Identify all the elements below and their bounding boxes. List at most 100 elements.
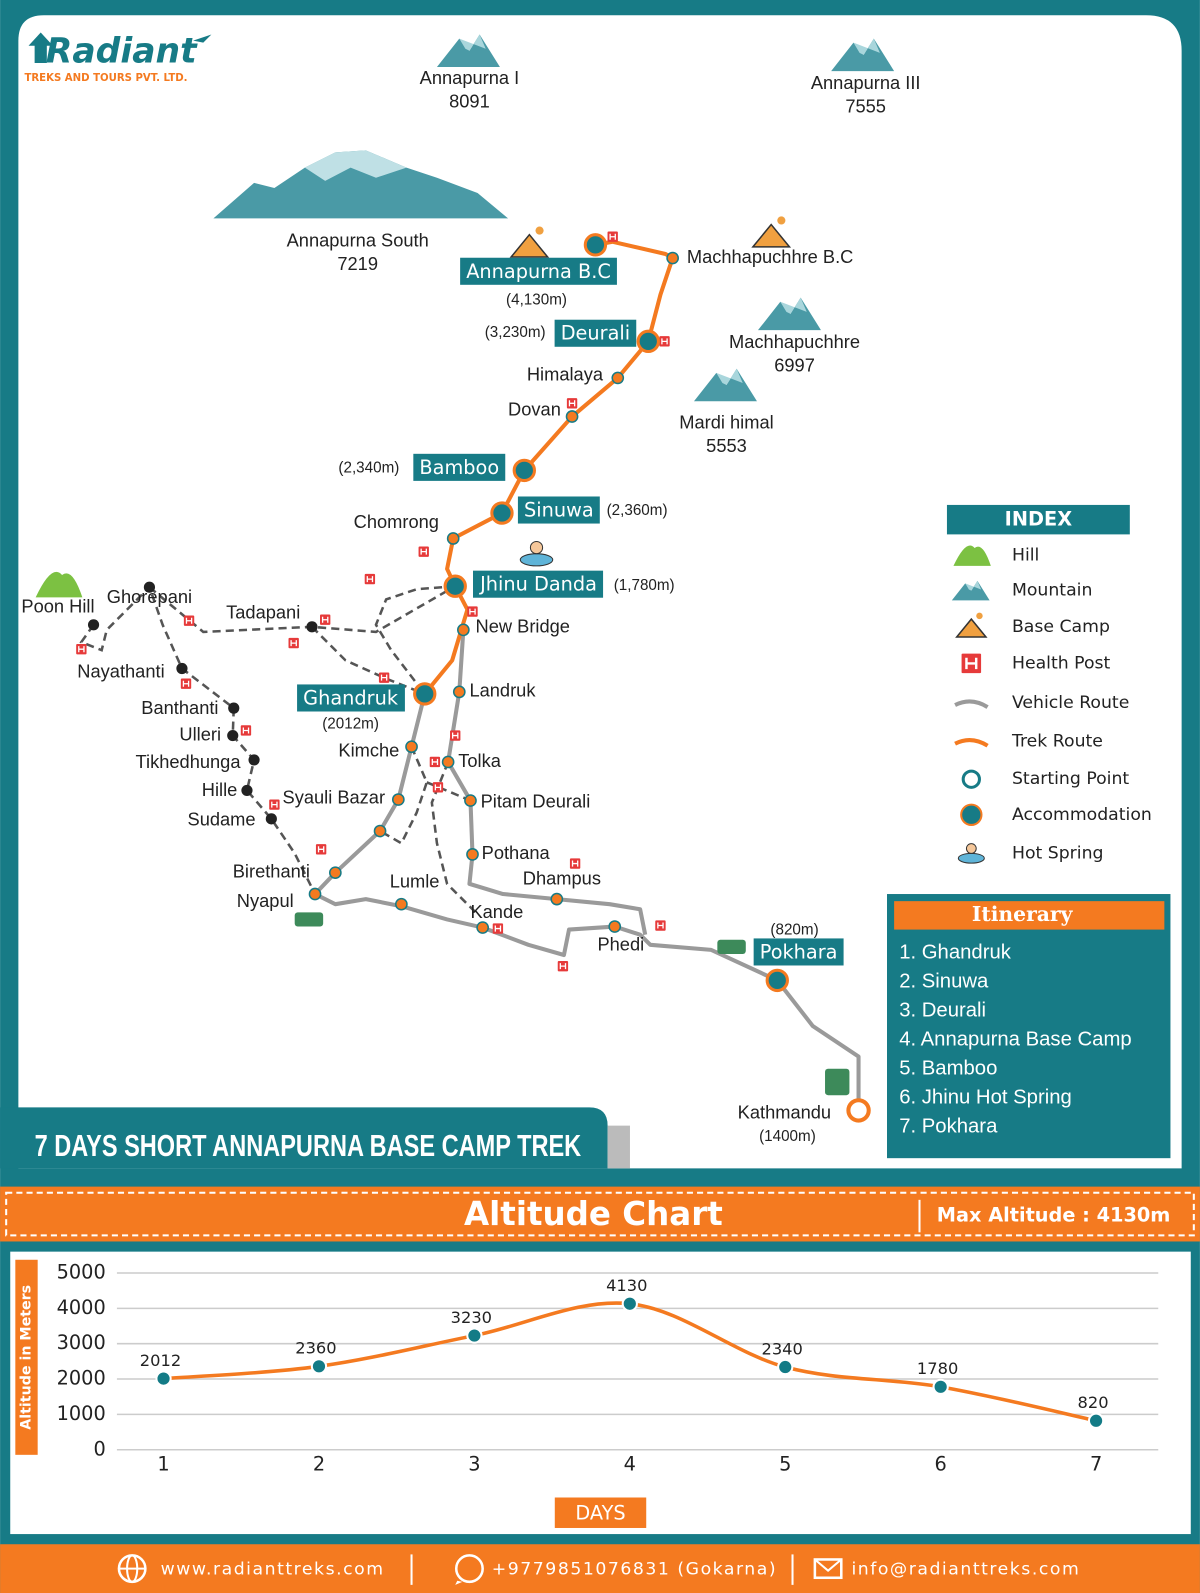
place-label: Machhapuchhre B.C (687, 246, 854, 267)
data-label: 2340 (762, 1339, 803, 1358)
place: Landruk (469, 680, 536, 701)
health-icon-mark (965, 657, 978, 670)
peak-height: 8091 (449, 90, 490, 111)
place: Nyapul (237, 890, 294, 911)
decoration (374, 584, 456, 695)
chart-panel (10, 1251, 1191, 1535)
place: Pothana (482, 842, 551, 863)
altitude-label: (2,340m) (338, 459, 399, 476)
x-tick-label: 6 (935, 1452, 947, 1475)
footer-phone[interactable]: +9779851076831 (Gokarna) (492, 1560, 777, 1580)
altitude-label: (3,230m) (485, 324, 546, 341)
altitude-label: (820m) (770, 922, 818, 939)
stop-dot (87, 619, 100, 631)
x-tick-label: 1 (157, 1452, 169, 1475)
y-tick-label: 3000 (57, 1331, 106, 1354)
place-label: Banthanti (141, 697, 218, 718)
health-icon-mark (366, 576, 374, 583)
spring-icon (519, 553, 554, 567)
place-label: Sinuwa (524, 499, 594, 522)
place: Birethanti (233, 861, 310, 882)
stop-dot (550, 892, 564, 906)
stop-dot (391, 793, 405, 806)
place-label: New Bridge (476, 616, 570, 637)
place-label: Kimche (338, 740, 399, 761)
stop-dot (464, 794, 477, 807)
itinerary-item: 4. Annapurna Base Camp (899, 1028, 1131, 1050)
y-tick-label: 4000 (57, 1296, 106, 1319)
place: Ghandruk (297, 684, 405, 712)
place-label: Syauli Bazar (283, 786, 386, 807)
jeep-icon (294, 912, 324, 927)
y-tick-label: 1000 (57, 1402, 106, 1425)
itinerary-item: 7. Pokhara (899, 1116, 998, 1138)
y-label-bg (15, 1259, 38, 1455)
place: Nayathanti (77, 660, 164, 681)
stop-dot (666, 251, 679, 265)
index-item: Vehicle Route (1012, 693, 1129, 713)
vehicle-route-swatch (954, 699, 989, 709)
x-tick-label: 4 (624, 1452, 636, 1475)
x-tick-label: 5 (779, 1452, 791, 1475)
place-label: Ghandruk (303, 686, 399, 709)
place-label: Tikhedhunga (136, 751, 242, 772)
place-label: Poon Hill (21, 595, 94, 616)
place-label-box (517, 496, 600, 524)
place-label: Deurali (561, 322, 630, 345)
start-swatch (961, 769, 981, 789)
place-label: Ulleri (179, 723, 221, 744)
spring-icon-head (529, 540, 544, 555)
altitude-label: (4,130m) (506, 292, 567, 309)
footer-email[interactable]: info@radianttreks.com (851, 1560, 1080, 1580)
mail-icon (814, 1558, 842, 1572)
footer (0, 1544, 1200, 1593)
peak-height: 7219 (337, 253, 378, 274)
place: Tolka (458, 750, 501, 771)
altitude-label: (1,780m) (614, 577, 675, 594)
data-point (932, 1378, 949, 1395)
stop-dot (611, 371, 625, 385)
altitude-label: (2,360m) (607, 502, 668, 519)
place: Annapurna B.C (460, 257, 617, 285)
stop-dot (143, 581, 156, 593)
peak-name: Annapurna III (811, 72, 921, 93)
data-label: 3230 (451, 1308, 492, 1327)
decoration (79, 584, 317, 895)
jeep-icon (717, 939, 746, 954)
itinerary-item: 2. Sinuwa (899, 970, 989, 992)
stop-dot (241, 784, 253, 796)
footer-website[interactable]: www.radianttreks.com (161, 1560, 385, 1580)
place-label: Pokhara (760, 940, 838, 963)
x-tick-label: 3 (468, 1452, 480, 1475)
place: Kathmandu (738, 1101, 831, 1122)
logo-plane (193, 34, 212, 43)
x-tick-label: 7 (1090, 1452, 1102, 1475)
health-icon-mark (609, 233, 616, 240)
data-label: 4130 (606, 1276, 647, 1295)
index-item: Hot Spring (1012, 843, 1104, 863)
place: New Bridge (476, 616, 570, 637)
data-point (155, 1370, 172, 1387)
place: Pitam Deurali (481, 790, 591, 811)
index-list: Hill Mountain Base Camp Health Post Vehicle … (951, 545, 1152, 864)
itinerary-item: 6. Jhinu Hot Spring (899, 1087, 1072, 1109)
health-icon-mark (380, 674, 388, 681)
health-icon-mark (571, 860, 579, 867)
index-item: Starting Point (1012, 769, 1129, 789)
place-label: Himalaya (527, 364, 604, 385)
health-icon-mark (420, 548, 427, 555)
place-label: Pothana (482, 842, 551, 863)
decoration (312, 693, 861, 1111)
stop-dot (248, 754, 260, 766)
altitude-chart: 0 1000 2000 3000 4000 5000 1 2 3 4 5 6 7 2012 2360 3230… (57, 1260, 1159, 1475)
itinerary-box (887, 894, 1171, 1159)
index-item: Health Post (1012, 653, 1111, 673)
y-axis-label: Altitude in Meters (18, 1285, 34, 1430)
decoration (379, 746, 429, 846)
bus-icon (825, 1068, 850, 1096)
camp-icon (751, 223, 792, 248)
stop-dot (306, 621, 318, 633)
peak-name: Machhapuchhre (729, 331, 860, 352)
index-item: Hill (1012, 546, 1039, 566)
